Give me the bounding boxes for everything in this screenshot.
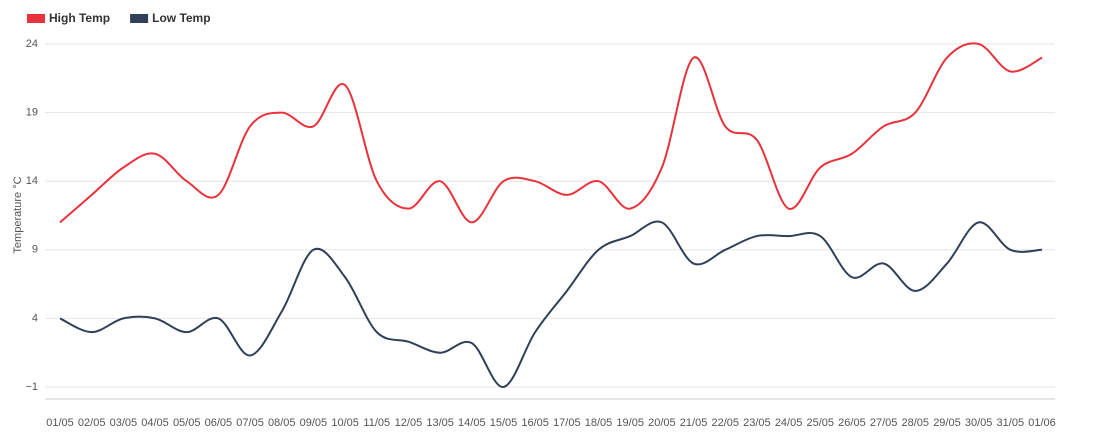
x-tick-label: 29/05 xyxy=(933,417,961,429)
x-tick-label: 01/05 xyxy=(46,417,74,429)
x-tick-label: 23/05 xyxy=(743,417,771,429)
x-tick-label: 30/05 xyxy=(965,417,993,429)
x-tick-label: 07/05 xyxy=(236,417,264,429)
x-tick-label: 02/05 xyxy=(78,417,106,429)
x-tick-label: 24/05 xyxy=(775,417,803,429)
x-tick-label: 06/05 xyxy=(205,417,233,429)
x-tick-label: 26/05 xyxy=(838,417,866,429)
legend-label: High Temp xyxy=(49,11,110,25)
y-tick-label: 14 xyxy=(26,175,38,187)
y-tick-label: 4 xyxy=(32,312,38,324)
x-tick-label: 14/05 xyxy=(458,417,486,429)
y-axis-label: Temperature °C xyxy=(12,176,24,253)
y-tick-label: 19 xyxy=(26,107,38,119)
line-series xyxy=(59,220,1043,388)
x-tick-label: 11/05 xyxy=(363,417,390,429)
x-tick-label: 17/05 xyxy=(553,417,581,429)
legend-swatch xyxy=(130,14,149,23)
x-tick-label: 01/06 xyxy=(1028,417,1056,429)
x-tick-label: 18/05 xyxy=(585,417,613,429)
x-tick-label: 09/05 xyxy=(300,417,328,429)
y-tick-label: 24 xyxy=(26,38,38,50)
x-tick-label: 21/05 xyxy=(680,417,708,429)
y-tick-label: 9 xyxy=(32,244,38,256)
line-series xyxy=(59,42,1043,224)
x-tick-label: 20/05 xyxy=(648,417,676,429)
x-tick-label: 28/05 xyxy=(902,417,930,429)
x-tick-label: 19/05 xyxy=(616,417,644,429)
x-tick-label: 12/05 xyxy=(395,417,423,429)
legend-label: Low Temp xyxy=(152,11,210,25)
x-tick-label: 22/05 xyxy=(711,417,739,429)
x-tick-label: 04/05 xyxy=(141,417,169,429)
x-tick-label: 13/05 xyxy=(426,417,454,429)
x-tick-label: 03/05 xyxy=(110,417,138,429)
y-tick-label: −1 xyxy=(25,381,38,393)
x-tick-label: 10/05 xyxy=(331,417,359,429)
x-tick-label: 08/05 xyxy=(268,417,296,429)
x-tick-label: 15/05 xyxy=(490,417,518,429)
x-tick-label: 16/05 xyxy=(521,417,549,429)
x-tick-label: 25/05 xyxy=(806,417,834,429)
x-tick-label: 31/05 xyxy=(997,417,1025,429)
x-tick-label: 05/05 xyxy=(173,417,201,429)
legend-swatch xyxy=(27,14,45,23)
x-tick-label: 27/05 xyxy=(870,417,898,429)
